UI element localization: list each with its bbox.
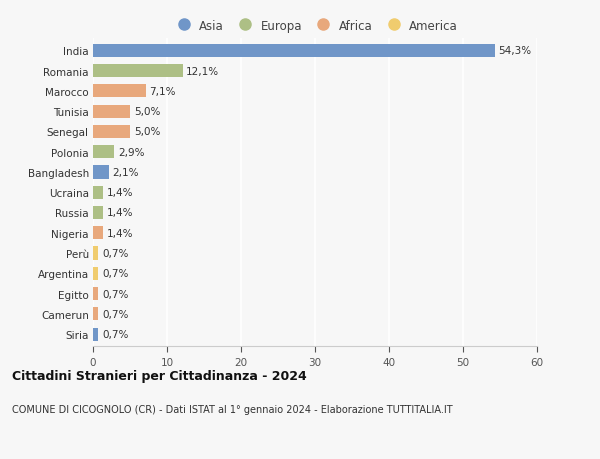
Bar bbox=[93, 308, 98, 321]
Text: 0,7%: 0,7% bbox=[102, 248, 128, 258]
Text: 54,3%: 54,3% bbox=[499, 46, 532, 56]
Text: 7,1%: 7,1% bbox=[149, 87, 176, 96]
Bar bbox=[93, 65, 182, 78]
Bar bbox=[93, 267, 98, 280]
Text: 12,1%: 12,1% bbox=[186, 67, 220, 76]
Text: 1,4%: 1,4% bbox=[107, 188, 134, 198]
Text: 0,7%: 0,7% bbox=[102, 330, 128, 339]
Text: 0,7%: 0,7% bbox=[102, 309, 128, 319]
Text: 5,0%: 5,0% bbox=[134, 107, 160, 117]
Text: 0,7%: 0,7% bbox=[102, 269, 128, 279]
Text: 5,0%: 5,0% bbox=[134, 127, 160, 137]
Bar bbox=[93, 146, 115, 159]
Text: 1,4%: 1,4% bbox=[107, 208, 134, 218]
Text: Cittadini Stranieri per Cittadinanza - 2024: Cittadini Stranieri per Cittadinanza - 2… bbox=[12, 369, 307, 382]
Text: COMUNE DI CICOGNOLO (CR) - Dati ISTAT al 1° gennaio 2024 - Elaborazione TUTTITAL: COMUNE DI CICOGNOLO (CR) - Dati ISTAT al… bbox=[12, 404, 452, 414]
Bar bbox=[93, 186, 103, 199]
Bar bbox=[93, 287, 98, 301]
Text: 0,7%: 0,7% bbox=[102, 289, 128, 299]
Bar bbox=[93, 45, 495, 58]
Bar bbox=[93, 227, 103, 240]
Bar bbox=[93, 125, 130, 139]
Bar bbox=[93, 85, 146, 98]
Bar bbox=[93, 247, 98, 260]
Bar bbox=[93, 328, 98, 341]
Legend: Asia, Europa, Africa, America: Asia, Europa, Africa, America bbox=[170, 17, 460, 35]
Bar bbox=[93, 166, 109, 179]
Text: 2,9%: 2,9% bbox=[118, 147, 145, 157]
Text: 2,1%: 2,1% bbox=[112, 168, 139, 178]
Text: 1,4%: 1,4% bbox=[107, 228, 134, 238]
Bar bbox=[93, 207, 103, 219]
Bar bbox=[93, 105, 130, 118]
